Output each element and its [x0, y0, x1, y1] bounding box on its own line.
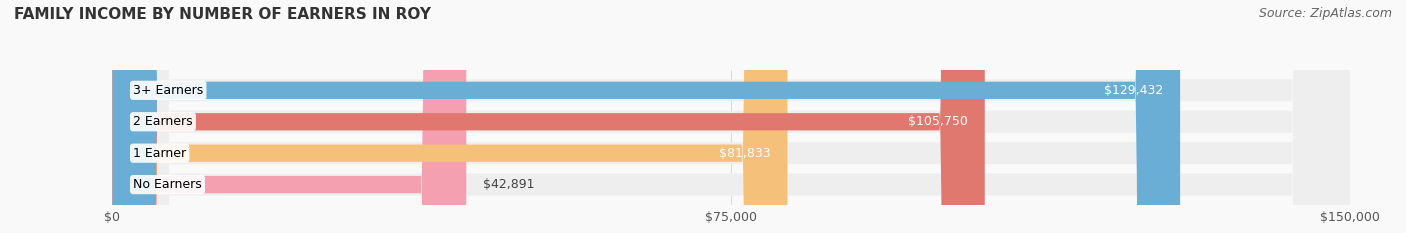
Text: No Earners: No Earners [134, 178, 202, 191]
Text: 1 Earner: 1 Earner [134, 147, 186, 160]
FancyBboxPatch shape [112, 0, 1350, 233]
Text: 2 Earners: 2 Earners [134, 115, 193, 128]
Text: $105,750: $105,750 [908, 115, 969, 128]
FancyBboxPatch shape [112, 0, 1350, 233]
Text: FAMILY INCOME BY NUMBER OF EARNERS IN ROY: FAMILY INCOME BY NUMBER OF EARNERS IN RO… [14, 7, 432, 22]
Text: $81,833: $81,833 [720, 147, 770, 160]
Text: 3+ Earners: 3+ Earners [134, 84, 204, 97]
Text: Source: ZipAtlas.com: Source: ZipAtlas.com [1258, 7, 1392, 20]
FancyBboxPatch shape [112, 0, 984, 233]
Text: $42,891: $42,891 [482, 178, 534, 191]
FancyBboxPatch shape [112, 0, 1350, 233]
Text: $129,432: $129,432 [1104, 84, 1164, 97]
FancyBboxPatch shape [112, 0, 1350, 233]
FancyBboxPatch shape [112, 0, 1180, 233]
FancyBboxPatch shape [112, 0, 467, 233]
FancyBboxPatch shape [112, 0, 787, 233]
